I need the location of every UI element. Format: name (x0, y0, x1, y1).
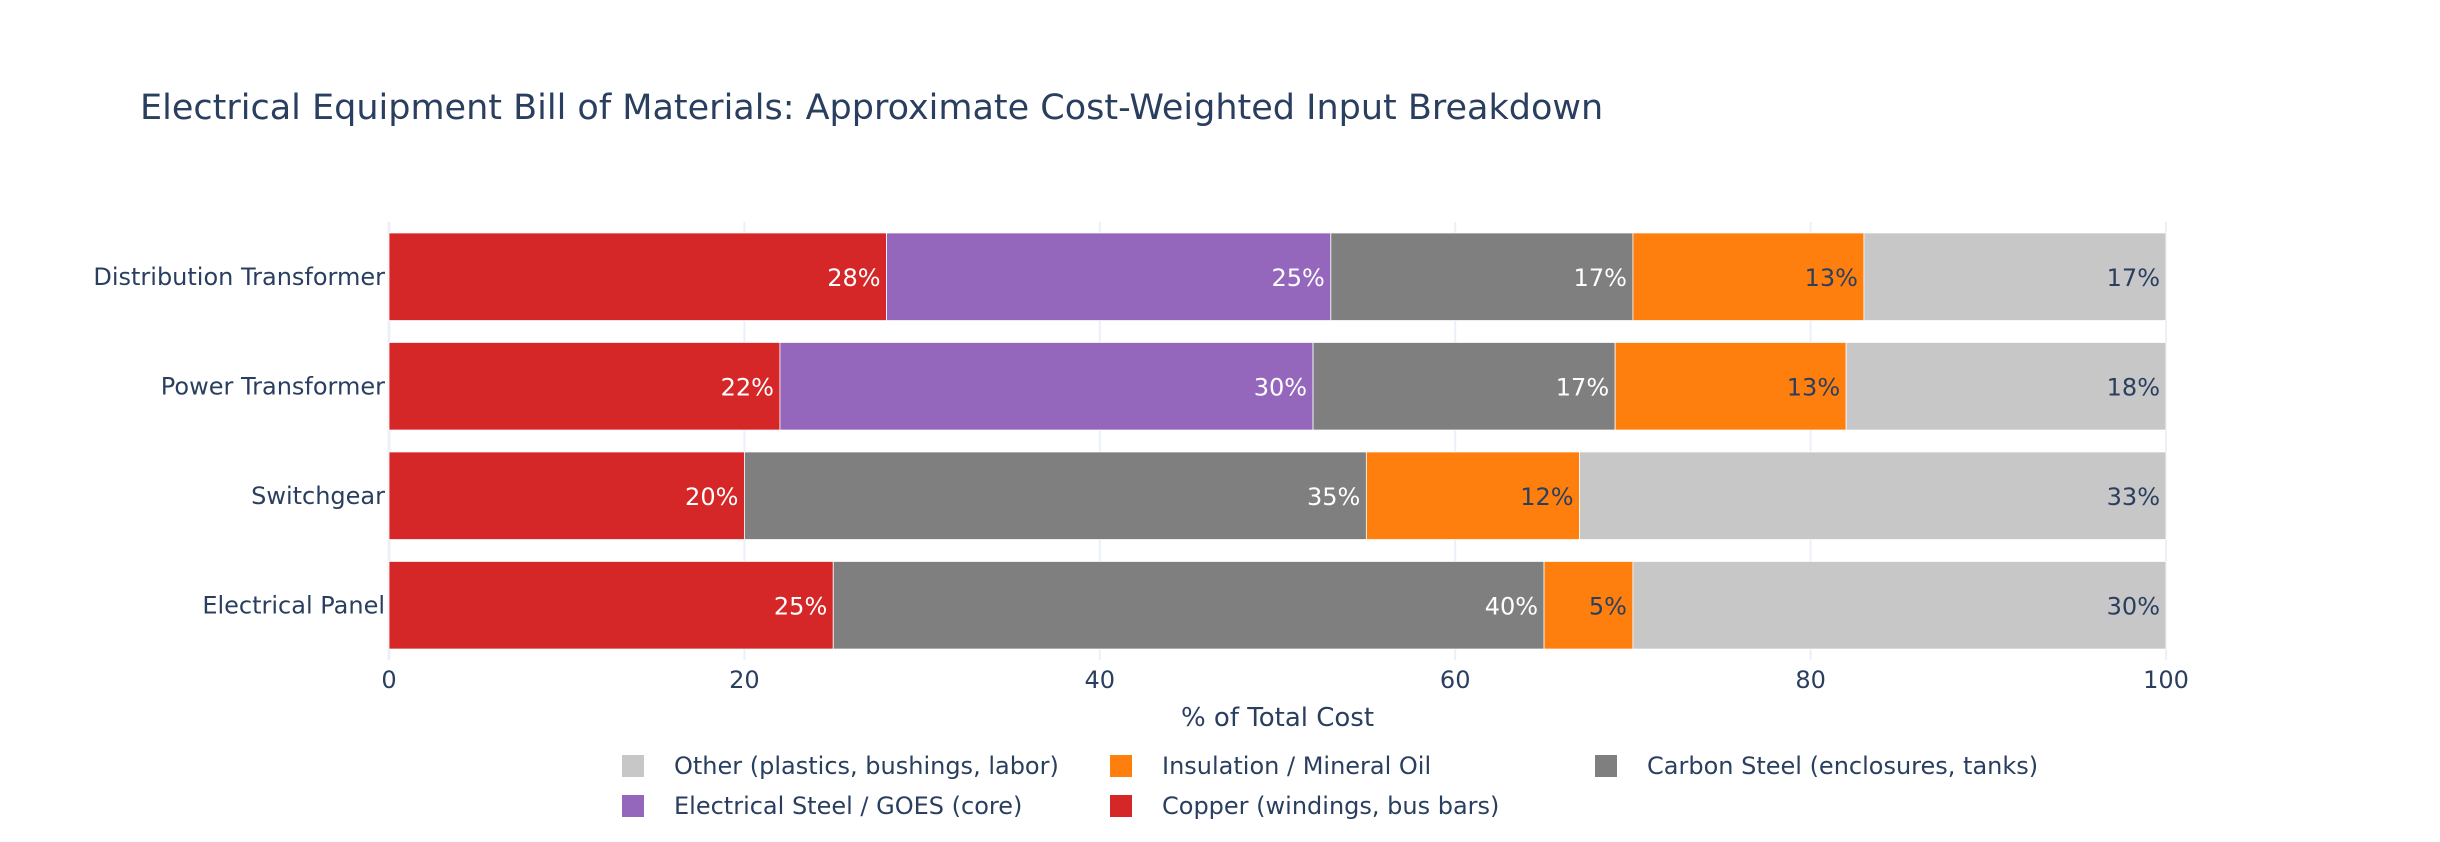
data-label: 25% (1271, 264, 1324, 292)
data-label: 13% (1805, 264, 1858, 292)
legend-swatch (1595, 755, 1617, 777)
bar-segment (388, 451, 745, 540)
bar-segment (832, 561, 1545, 650)
data-label: 22% (721, 373, 774, 401)
legend-swatch (1110, 755, 1132, 777)
bar-segment (1632, 232, 1865, 321)
x-tick-label: 80 (1795, 666, 1826, 694)
data-label: 25% (774, 592, 827, 620)
bar-segment (1330, 232, 1634, 321)
bar-segment (1863, 232, 2167, 321)
bar-segment (388, 232, 887, 321)
legend-item[interactable]: Carbon Steel (enclosures, tanks) (1595, 752, 2038, 780)
data-label: 17% (1556, 373, 1609, 401)
bar-segment (779, 342, 1314, 431)
y-tick-label: Electrical Panel (202, 591, 385, 619)
data-label: 5% (1589, 592, 1627, 620)
bar-segment (1365, 451, 1580, 540)
x-tick-label: 60 (1440, 666, 1471, 694)
chart-title: Electrical Equipment Bill of Materials: … (140, 88, 1604, 128)
legend-swatch (622, 755, 644, 777)
data-label: 35% (1307, 483, 1360, 511)
x-tick-label: 100 (2143, 666, 2189, 694)
x-tick-label: 20 (729, 666, 760, 694)
bar-segment (886, 232, 1332, 321)
data-label: 12% (1520, 483, 1573, 511)
legend-item[interactable]: Other (plastics, bushings, labor) (622, 752, 1059, 780)
data-label: 13% (1787, 373, 1840, 401)
legend-label: Copper (windings, bus bars) (1162, 792, 1500, 820)
bar-segment (388, 342, 781, 431)
y-tick-label: Power Transformer (161, 372, 385, 400)
data-label: 17% (1574, 264, 1627, 292)
bar-segment (1579, 451, 2167, 540)
data-label: 28% (827, 264, 880, 292)
bar-segment (744, 451, 1367, 540)
data-label: 20% (685, 483, 738, 511)
y-tick-label: Distribution Transformer (93, 263, 385, 291)
bar-segment (1845, 342, 2167, 431)
legend-label: Insulation / Mineral Oil (1162, 752, 1432, 780)
bar-segment (388, 561, 834, 650)
x-tick-label: 0 (381, 666, 396, 694)
legend-swatch (622, 795, 644, 817)
legend-swatch (1110, 795, 1132, 817)
y-tick-label: Switchgear (251, 482, 385, 510)
bar-segment (1312, 342, 1616, 431)
bar-segment (1614, 342, 1847, 431)
legend-item[interactable]: Copper (windings, bus bars) (1110, 792, 1499, 820)
data-label: 30% (2107, 592, 2160, 620)
legend-item[interactable]: Insulation / Mineral Oil (1110, 752, 1431, 780)
legend-label: Carbon Steel (enclosures, tanks) (1647, 752, 2039, 780)
x-axis-title: % of Total Cost (1181, 703, 1374, 733)
legend-label: Electrical Steel / GOES (core) (674, 792, 1023, 820)
x-tick-label: 40 (1085, 666, 1116, 694)
data-label: 40% (1485, 592, 1538, 620)
data-label: 17% (2107, 264, 2160, 292)
data-label: 18% (2107, 373, 2160, 401)
bar-segment (1632, 561, 2167, 650)
data-label: 30% (1254, 373, 1307, 401)
data-label: 33% (2107, 483, 2160, 511)
legend-label: Other (plastics, bushings, labor) (674, 752, 1059, 780)
legend-item[interactable]: Electrical Steel / GOES (core) (622, 792, 1022, 820)
